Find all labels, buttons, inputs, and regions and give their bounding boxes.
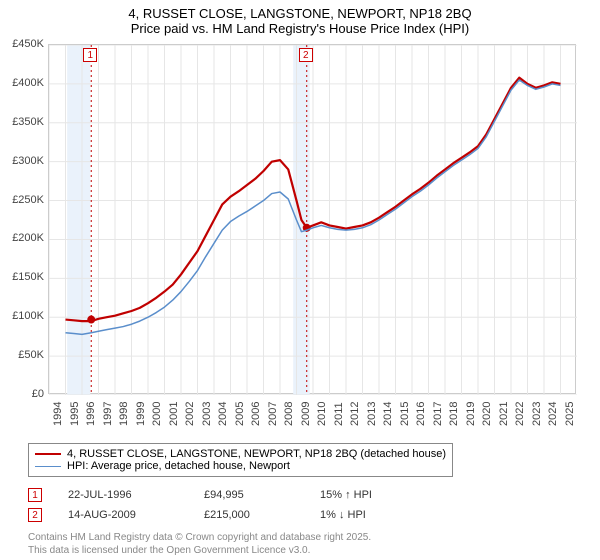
footer-line1: Contains HM Land Registry data © Crown c… <box>28 532 371 545</box>
footer-line2: This data is licensed under the Open Gov… <box>28 545 371 558</box>
x-axis-tick: 1997 <box>102 402 114 426</box>
root: 4, RUSSET CLOSE, LANGSTONE, NEWPORT, NP1… <box>0 0 600 560</box>
y-axis-tick: £450K <box>0 38 44 50</box>
sale-price: £215,000 <box>204 509 294 521</box>
x-axis-tick: 2003 <box>201 402 213 426</box>
y-axis-tick: £300K <box>0 155 44 167</box>
x-axis-tick: 2024 <box>547 402 559 426</box>
x-axis-tick: 2025 <box>564 402 576 426</box>
x-axis-tick: 2010 <box>316 402 328 426</box>
legend-label: HPI: Average price, detached house, Newp… <box>67 460 290 472</box>
shaded-band <box>67 45 90 395</box>
sale-row: 2 14-AUG-2009 £215,000 1% ↓ HPI <box>28 508 372 522</box>
x-axis-tick: 2004 <box>217 402 229 426</box>
sales-table: 1 22-JUL-1996 £94,995 15% ↑ HPI 2 14-AUG-2009… <box>28 488 372 528</box>
y-axis-tick: £100K <box>0 310 44 322</box>
y-axis-tick: £200K <box>0 232 44 244</box>
x-axis-tick: 2012 <box>349 402 361 426</box>
x-axis-tick: 2006 <box>250 402 262 426</box>
x-axis-tick: 2016 <box>415 402 427 426</box>
legend: 4, RUSSET CLOSE, LANGSTONE, NEWPORT, NP1… <box>28 443 453 477</box>
x-axis-tick: 2009 <box>300 402 312 426</box>
sale-delta: 1% ↓ HPI <box>320 509 366 521</box>
y-axis-tick: £400K <box>0 77 44 89</box>
legend-label: 4, RUSSET CLOSE, LANGSTONE, NEWPORT, NP1… <box>67 448 446 460</box>
y-axis-tick: £50K <box>0 349 44 361</box>
x-axis-tick: 2022 <box>514 402 526 426</box>
sale-marker-label: 2 <box>299 48 313 62</box>
y-axis-tick: £150K <box>0 271 44 283</box>
legend-item: HPI: Average price, detached house, Newp… <box>35 460 446 472</box>
x-axis-tick: 2007 <box>267 402 279 426</box>
sale-row: 1 22-JUL-1996 £94,995 15% ↑ HPI <box>28 488 372 502</box>
y-axis-tick: £250K <box>0 194 44 206</box>
x-axis-tick: 1998 <box>118 402 130 426</box>
page-title-line1: 4, RUSSET CLOSE, LANGSTONE, NEWPORT, NP1… <box>0 0 600 21</box>
legend-item: 4, RUSSET CLOSE, LANGSTONE, NEWPORT, NP1… <box>35 448 446 460</box>
x-axis-tick: 2019 <box>465 402 477 426</box>
x-axis-tick: 1999 <box>135 402 147 426</box>
sale-row-marker: 2 <box>28 508 42 522</box>
legend-swatch <box>35 453 61 455</box>
x-axis-tick: 2020 <box>481 402 493 426</box>
sale-price: £94,995 <box>204 489 294 501</box>
sale-row-marker: 1 <box>28 488 42 502</box>
legend-swatch <box>35 466 61 467</box>
y-axis-tick: £0 <box>0 388 44 400</box>
chart-svg <box>49 45 577 395</box>
x-axis-tick: 2018 <box>448 402 460 426</box>
sale-date: 22-JUL-1996 <box>68 489 178 501</box>
x-axis-tick: 2005 <box>234 402 246 426</box>
x-axis-tick: 2021 <box>498 402 510 426</box>
x-axis-tick: 2015 <box>399 402 411 426</box>
x-axis-tick: 2013 <box>366 402 378 426</box>
x-axis-tick: 2014 <box>382 402 394 426</box>
x-axis-tick: 2001 <box>168 402 180 426</box>
x-axis-tick: 2017 <box>432 402 444 426</box>
chart-plot-area <box>48 44 576 394</box>
x-axis-tick: 1995 <box>69 402 81 426</box>
x-axis-tick: 2023 <box>531 402 543 426</box>
page-title-line2: Price paid vs. HM Land Registry's House … <box>0 21 600 40</box>
x-axis-tick: 2008 <box>283 402 295 426</box>
sale-marker-label: 1 <box>83 48 97 62</box>
x-axis-tick: 2011 <box>333 402 345 426</box>
attribution-footer: Contains HM Land Registry data © Crown c… <box>28 532 371 557</box>
x-axis-tick: 1996 <box>85 402 97 426</box>
x-axis-tick: 2002 <box>184 402 196 426</box>
x-axis-tick: 2000 <box>151 402 163 426</box>
sale-date: 14-AUG-2009 <box>68 509 178 521</box>
sale-delta: 15% ↑ HPI <box>320 489 372 501</box>
x-axis-tick: 1994 <box>52 402 64 426</box>
y-axis-tick: £350K <box>0 116 44 128</box>
